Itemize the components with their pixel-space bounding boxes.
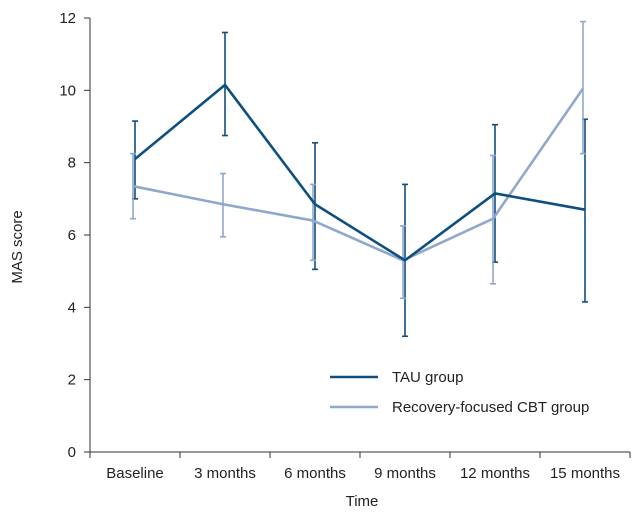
legend: TAU group Recovery-focused CBT group [330, 369, 589, 416]
y-tick-label: 2 [68, 372, 76, 389]
error-bars [130, 20, 588, 338]
axes: 0 2 4 6 8 10 12 Baseline 3 months 6 months 9 month… [59, 10, 631, 482]
legend-label: TAU group [392, 369, 463, 386]
y-tick-label: 6 [68, 227, 76, 244]
x-tick-label: 15 months [550, 465, 620, 482]
y-tick-label: 12 [59, 10, 76, 27]
y-tick-label: 0 [68, 444, 76, 461]
y-tick-label: 8 [68, 155, 76, 172]
y-axis-title: MAS score [9, 210, 26, 283]
x-tick-label: 3 months [194, 465, 256, 482]
x-axis-title: Time [346, 493, 379, 510]
x-tick-label: 12 months [460, 465, 530, 482]
series-line [134, 83, 586, 262]
y-tick-label: 4 [68, 299, 76, 316]
x-tick-label: 6 months [284, 465, 346, 482]
x-tick-label: Baseline [106, 465, 164, 482]
series-line [132, 87, 585, 262]
y-tick-label: 10 [59, 82, 76, 99]
legend-label: Recovery-focused CBT group [392, 399, 589, 416]
x-tick-label: 9 months [374, 465, 436, 482]
series-lines [132, 83, 586, 262]
